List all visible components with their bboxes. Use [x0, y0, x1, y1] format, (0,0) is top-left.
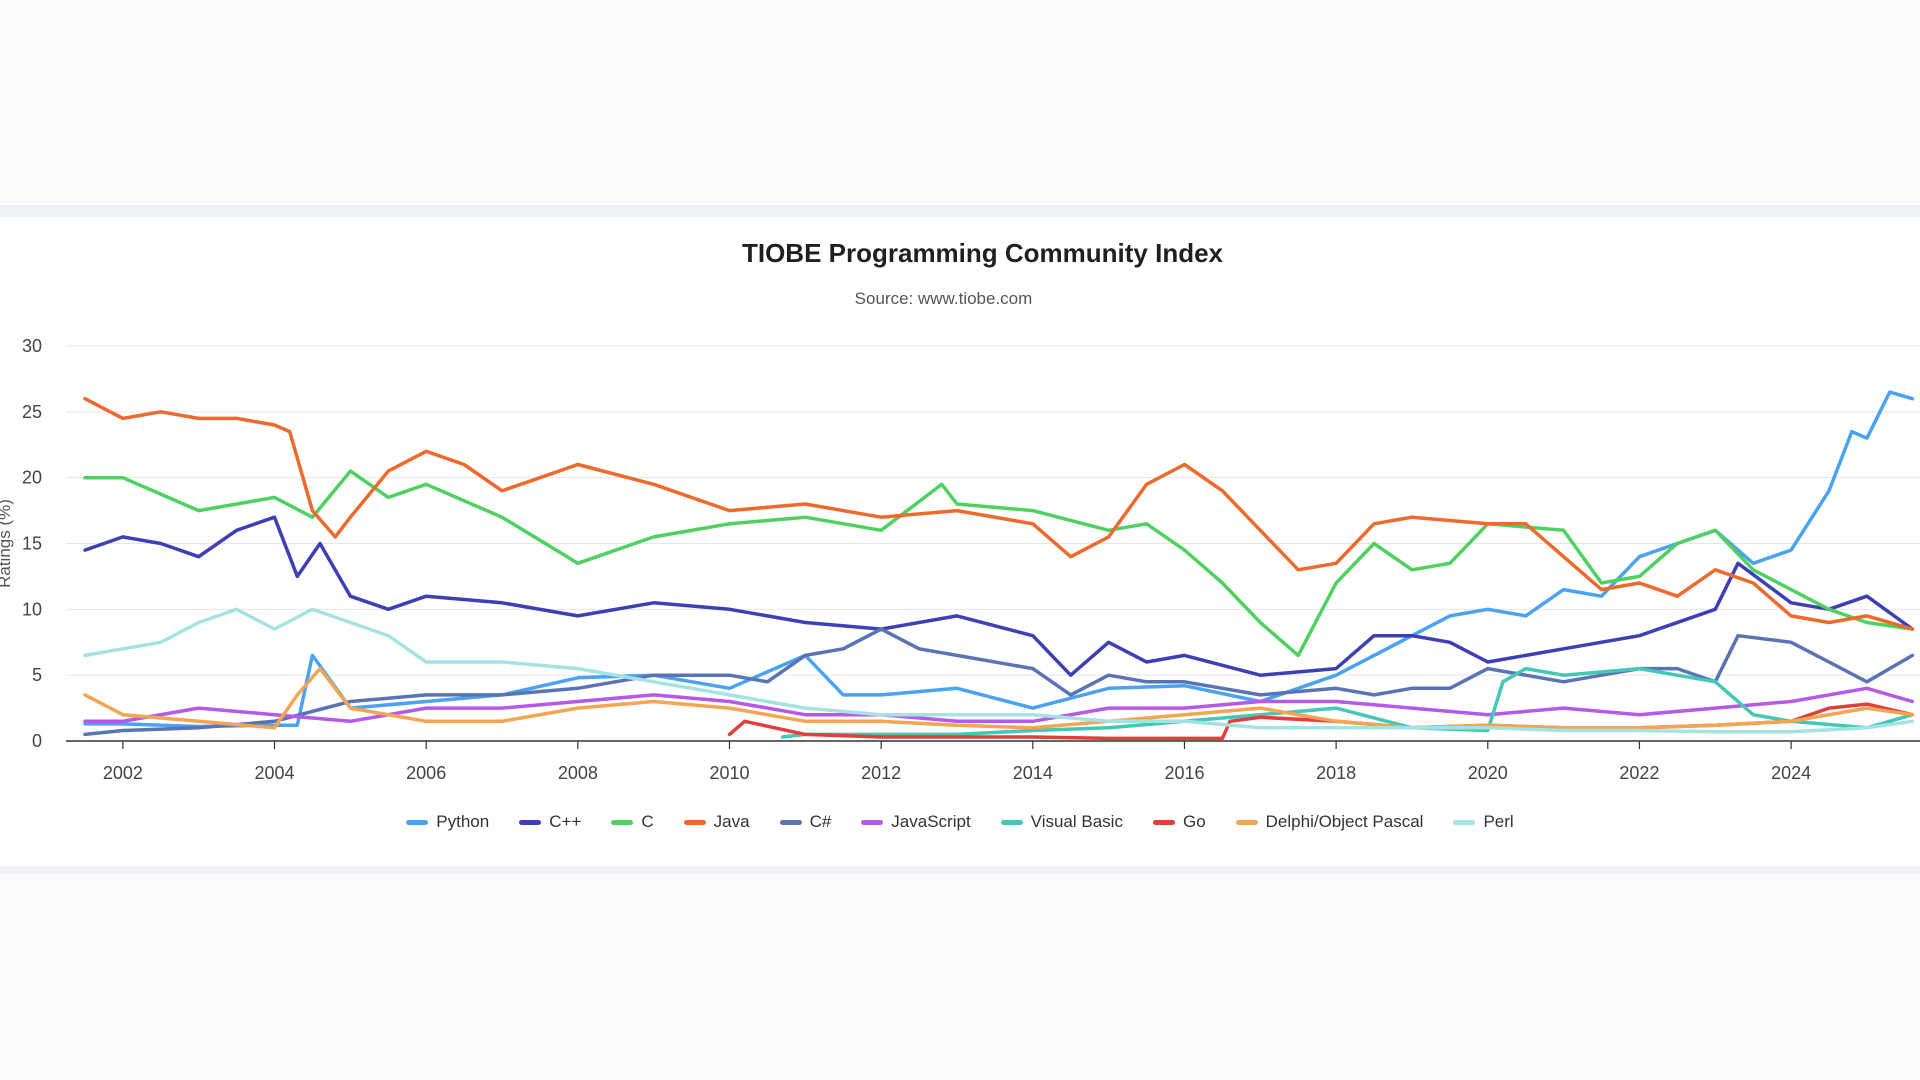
- legend-label: Perl: [1483, 812, 1514, 831]
- series-line-javascript: [83, 686, 1915, 724]
- legend-label: Java: [713, 812, 750, 831]
- x-tick-label: 2014: [1013, 763, 1053, 783]
- legend-swatch: [683, 819, 706, 825]
- x-tick-label: 2006: [406, 763, 446, 783]
- x-tick-label: 2002: [103, 763, 143, 783]
- legend-swatch: [779, 819, 802, 825]
- x-tick-label: 2020: [1468, 763, 1508, 783]
- x-tick-label: 2008: [558, 763, 598, 783]
- legend-swatch: [406, 819, 429, 825]
- chart-panel: [0, 217, 1920, 866]
- bottom-divider: [0, 866, 1920, 874]
- series-line-c-: [83, 515, 1915, 677]
- y-axis-title: Ratings (%): [0, 499, 14, 588]
- legend-item-visual-basic[interactable]: Visual Basic: [1000, 812, 1123, 832]
- legend-item-c-[interactable]: C++: [519, 812, 581, 832]
- legend-label: C: [641, 812, 654, 831]
- series-line-c-: [83, 627, 1915, 737]
- legend-item-c[interactable]: C: [611, 812, 654, 832]
- legend-label: Python: [436, 812, 490, 831]
- y-tick-label: 0: [32, 731, 42, 751]
- y-tick-label: 15: [22, 534, 42, 554]
- x-tick-label: 2016: [1164, 763, 1204, 783]
- y-tick-label: 20: [22, 468, 42, 488]
- legend-swatch: [1235, 819, 1258, 825]
- legend-swatch: [611, 819, 634, 825]
- legend-swatch: [1152, 819, 1175, 825]
- y-tick-label: 10: [22, 599, 42, 619]
- legend-label: Go: [1182, 812, 1206, 831]
- x-tick-label: 2010: [709, 763, 749, 783]
- x-tick-label: 2018: [1316, 763, 1356, 783]
- legend-item-java[interactable]: Java: [683, 812, 750, 832]
- chart-title: TIOBE Programming Community Index: [741, 238, 1224, 268]
- series-line-python: [83, 390, 1915, 729]
- y-tick-label: 25: [22, 402, 42, 422]
- x-tick-label: 2004: [255, 763, 295, 783]
- legend-label: JavaScript: [891, 812, 971, 831]
- legend-item-perl[interactable]: Perl: [1453, 812, 1514, 832]
- legend-swatch: [861, 819, 884, 825]
- grid-lines: [66, 345, 1920, 676]
- legend-item-delphi-object-pascal[interactable]: Delphi/Object Pascal: [1235, 812, 1424, 832]
- legend: Python C++ C Java C# JavaScript Visual Basic Go…: [0, 812, 1920, 832]
- legend-swatch: [519, 819, 542, 825]
- legend-swatch: [1000, 819, 1023, 825]
- legend-label: Visual Basic: [1030, 812, 1123, 831]
- legend-label: C++: [549, 812, 582, 831]
- y-tick-label: 30: [22, 336, 42, 356]
- series-line-java: [83, 396, 1915, 631]
- axes: [66, 740, 1920, 749]
- x-tick-label: 2024: [1771, 763, 1811, 783]
- legend-item-python[interactable]: Python: [406, 812, 489, 832]
- legend-item-c-[interactable]: C#: [779, 812, 832, 832]
- series-line-delphi-object-pascal: [83, 666, 1915, 730]
- top-divider: [0, 205, 1920, 217]
- legend-item-javascript[interactable]: JavaScript: [861, 812, 971, 832]
- chart-subtitle: Source: www.tiobe.com: [854, 289, 1033, 308]
- legend-swatch: [1453, 819, 1476, 825]
- series-line-c: [83, 469, 1915, 658]
- axis-labels: 0 5 10 15 20 25 30 2002 2004 2006 2008 2010 2012 2014…: [0, 336, 1811, 783]
- series-lines: [83, 390, 1915, 741]
- x-tick-label: 2012: [861, 763, 901, 783]
- legend-label: Delphi/Object Pascal: [1265, 812, 1424, 831]
- legend-item-go[interactable]: Go: [1152, 812, 1206, 832]
- series-line-perl: [83, 607, 1915, 734]
- legend-label: C#: [809, 812, 832, 831]
- y-tick-label: 5: [32, 665, 42, 685]
- x-tick-label: 2022: [1619, 763, 1659, 783]
